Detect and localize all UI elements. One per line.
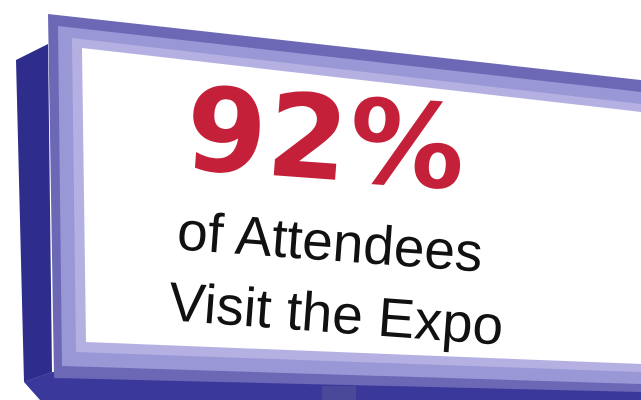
billboard-panel: [82, 48, 641, 364]
stat-percentage: 92%: [181, 61, 471, 218]
billboard-post: [322, 386, 356, 400]
billboard-side: [16, 44, 52, 382]
